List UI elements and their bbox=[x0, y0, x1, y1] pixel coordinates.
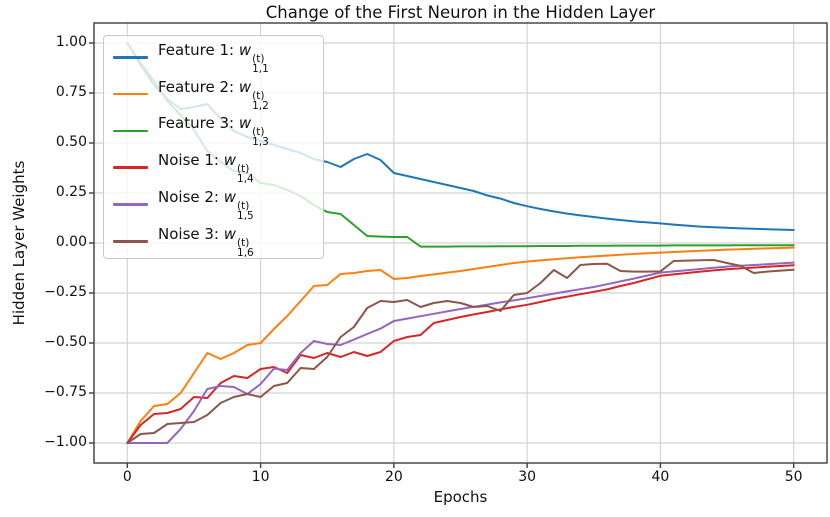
legend-entry: Feature 3: w (t) 1,3 bbox=[113, 113, 323, 150]
legend-entry: Feature 2: w (t) 1,2 bbox=[113, 76, 323, 113]
legend-math-superscript: (t) bbox=[252, 126, 265, 139]
y-tick-label: −0.25 bbox=[44, 283, 87, 300]
x-tick-label: 20 bbox=[384, 469, 403, 485]
y-tick-label: 1.00 bbox=[55, 33, 87, 50]
legend-math-variable: w bbox=[238, 114, 252, 133]
legend-math-superscript: (t) bbox=[252, 89, 265, 102]
legend-math-subscript: 1,5 bbox=[237, 210, 254, 223]
legend-entry-label: Noise 3: w (t) 1,6 bbox=[158, 225, 254, 258]
legend-entry: Feature 1: w (t) 1,1 bbox=[113, 39, 323, 76]
legend-line-sample bbox=[113, 203, 148, 206]
legend-math-subscript: 1,4 bbox=[237, 173, 254, 186]
legend-line-sample bbox=[113, 92, 148, 96]
series-line-noise-2 bbox=[126, 261, 795, 444]
legend-math-scripts: (t) 1,3 bbox=[252, 126, 269, 149]
legend: Feature 1: w (t) 1,1 Feature 2: w (t) 1,2 Feat… bbox=[103, 35, 324, 259]
legend-line-sample bbox=[113, 240, 148, 243]
y-tick-label: 0.25 bbox=[55, 183, 87, 200]
x-tick-label: 50 bbox=[784, 469, 803, 485]
legend-entry: Noise 3: w (t) 1,6 bbox=[113, 223, 323, 260]
legend-math-variable: w bbox=[223, 151, 237, 170]
y-tick-label: 0.00 bbox=[55, 233, 87, 250]
y-tick-label: 0.50 bbox=[55, 133, 87, 150]
legend-math-variable: w bbox=[238, 40, 252, 59]
legend-math-variable: w bbox=[238, 77, 252, 96]
legend-math-superscript: (t) bbox=[237, 236, 250, 249]
legend-math-subscript: 1,1 bbox=[252, 62, 269, 75]
legend-math-scripts: (t) 1,1 bbox=[252, 52, 269, 75]
y-tick-label: −0.50 bbox=[44, 333, 87, 350]
legend-entry-label: Noise 1: w (t) 1,4 bbox=[158, 151, 254, 184]
legend-label-prefix: Noise 2: bbox=[158, 188, 224, 207]
legend-math-scripts: (t) 1,6 bbox=[237, 236, 254, 259]
series-line-feature-2 bbox=[126, 246, 795, 444]
legend-math-scripts: (t) 1,2 bbox=[252, 89, 269, 112]
legend-math-subscript: 1,6 bbox=[237, 246, 254, 259]
legend-label-prefix: Feature 1: bbox=[158, 40, 239, 59]
series-line-noise-3 bbox=[126, 259, 795, 444]
legend-entry-label: Feature 1: w (t) 1,1 bbox=[158, 41, 269, 74]
legend-label-prefix: Feature 2: bbox=[158, 77, 239, 96]
legend-math-variable: w bbox=[223, 224, 237, 243]
y-tick-label: −0.75 bbox=[44, 383, 87, 400]
x-axis-label: Epochs bbox=[433, 488, 488, 506]
legend-math-subscript: 1,3 bbox=[252, 136, 269, 149]
x-tick-label: 30 bbox=[518, 469, 537, 485]
chart-title: Change of the First Neuron in the Hidden… bbox=[265, 3, 656, 22]
legend-math-scripts: (t) 1,5 bbox=[237, 200, 254, 223]
legend-math-subscript: 1,2 bbox=[252, 99, 269, 112]
legend-label-prefix: Noise 3: bbox=[158, 224, 224, 243]
legend-entry-label: Feature 3: w (t) 1,3 bbox=[158, 114, 269, 147]
legend-math-scripts: (t) 1,4 bbox=[237, 163, 254, 186]
y-tick-label: −1.00 bbox=[44, 433, 87, 450]
legend-line-sample bbox=[113, 166, 148, 170]
legend-math-superscript: (t) bbox=[252, 52, 265, 65]
legend-entry-label: Feature 2: w (t) 1,2 bbox=[158, 78, 269, 111]
series-line-noise-1 bbox=[126, 264, 795, 444]
legend-entry: Noise 1: w (t) 1,4 bbox=[113, 149, 323, 186]
legend-label-prefix: Noise 1: bbox=[158, 151, 224, 170]
legend-math-superscript: (t) bbox=[237, 163, 250, 176]
x-tick-label: 10 bbox=[251, 469, 270, 485]
x-tick-label: 40 bbox=[651, 469, 670, 485]
legend-math-superscript: (t) bbox=[237, 200, 250, 213]
legend-entry: Noise 2: w (t) 1,5 bbox=[113, 186, 323, 223]
legend-line-sample bbox=[113, 129, 148, 133]
legend-label-prefix: Feature 3: bbox=[158, 114, 239, 133]
legend-line-sample bbox=[113, 56, 148, 59]
legend-math-variable: w bbox=[223, 188, 237, 207]
x-tick-label: 0 bbox=[122, 469, 132, 485]
y-tick-label: 0.75 bbox=[55, 83, 87, 100]
legend-entry-label: Noise 2: w (t) 1,5 bbox=[158, 188, 254, 221]
